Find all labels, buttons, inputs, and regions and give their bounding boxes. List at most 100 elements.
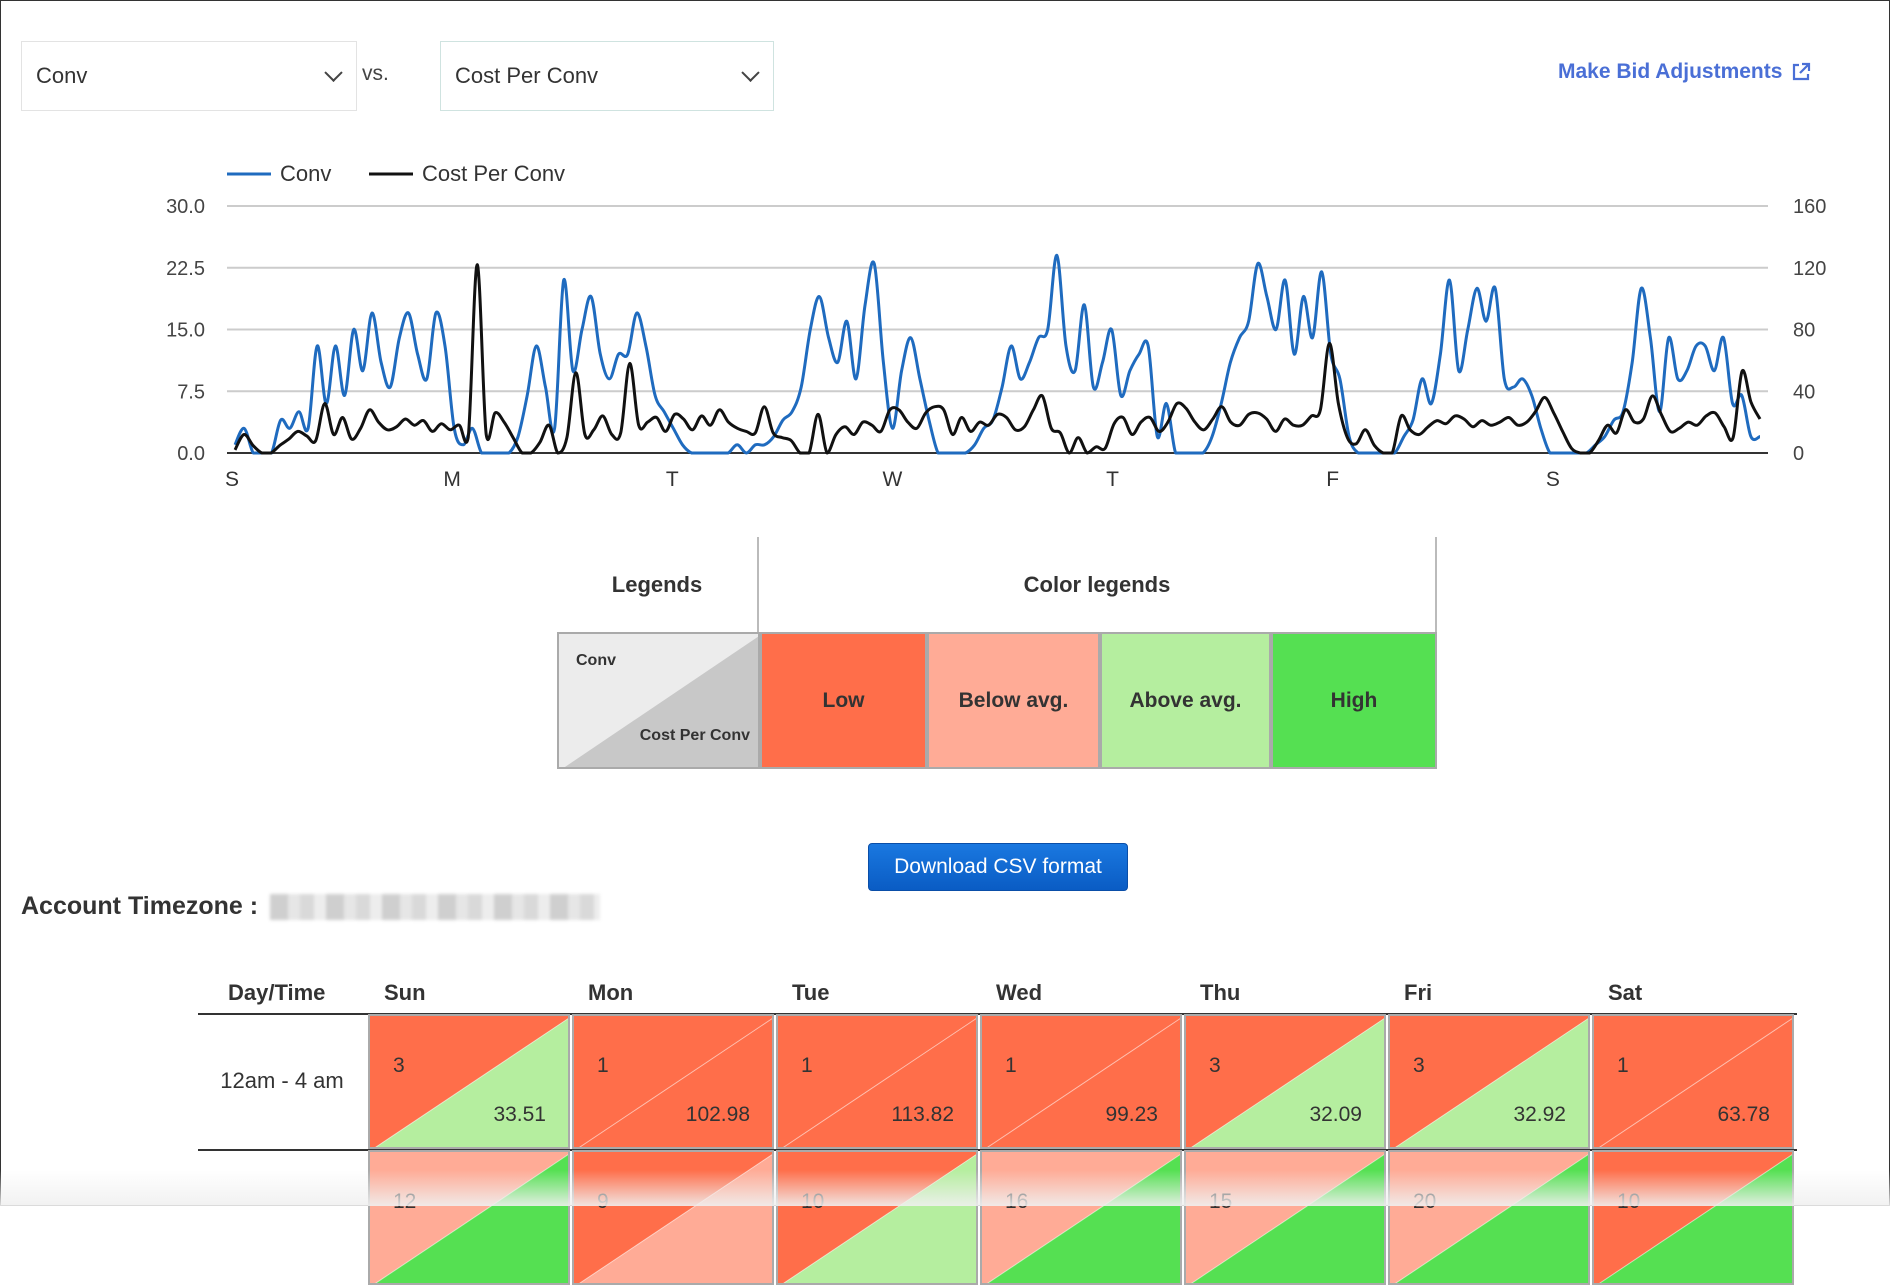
cell-split-shape (778, 1016, 976, 1147)
x-tick-label: S (225, 468, 239, 491)
time-row-label: 12am - 4 am (220, 1068, 344, 1093)
timezone-label: Account Timezone : (21, 892, 259, 920)
day-header-wed: Wed (996, 980, 1043, 1005)
x-tick-label: T (1106, 468, 1119, 491)
cell-conv-value: 1 (597, 1054, 609, 1077)
day-header-tue: Tue (792, 980, 830, 1005)
heatmap-cell[interactable]: 3 32.92 (1388, 1014, 1590, 1149)
cell-conv-value: 3 (1209, 1054, 1221, 1077)
cell-conv-value: 1 (1617, 1054, 1629, 1077)
y-right-tick-label: 80 (1793, 320, 1815, 342)
y-left-tick-label: 7.5 (177, 381, 205, 403)
download-csv-button[interactable]: Download CSV format (868, 843, 1128, 891)
cell-split-shape (982, 1152, 1180, 1283)
y-left-tick-label: 15.0 (166, 320, 205, 342)
cell-split-shape (1594, 1016, 1792, 1147)
heatmap-cell[interactable]: 15 (1184, 1150, 1386, 1285)
x-tick-label: T (666, 468, 679, 491)
diag-top-label: Conv (576, 652, 616, 669)
chevron-down-icon (324, 63, 343, 82)
y-right-tick-label: 160 (1793, 196, 1826, 218)
heatmap-cell[interactable]: 9 (572, 1150, 774, 1285)
chevron-down-icon (741, 63, 760, 82)
heatmap-cell[interactable]: 1 99.23 (980, 1014, 1182, 1149)
y-left-tick-label: 0.0 (177, 443, 205, 465)
legend-label: Cost Per Conv (422, 161, 565, 186)
heatmap-cell[interactable]: 3 32.09 (1184, 1014, 1386, 1149)
cell-cost-per-conv-value: 32.09 (1309, 1103, 1362, 1126)
cell-split-shape (370, 1016, 568, 1147)
heatmap-cell[interactable]: 1 113.82 (776, 1014, 978, 1149)
cell-conv-value: 1 (801, 1054, 813, 1077)
day-header-mon: Mon (588, 980, 634, 1005)
cell-conv-value: 3 (1413, 1054, 1425, 1077)
heatmap-cell[interactable]: 1 102.98 (572, 1014, 774, 1149)
cell-conv-value: 15 (1209, 1190, 1233, 1213)
legend-diagonal-key: Conv Cost Per Conv (557, 632, 760, 769)
series-line-cost-per-conv (233, 263, 1762, 455)
make-bid-adjustments-link[interactable]: Make Bid Adjustments (1558, 60, 1812, 84)
diag-bottom-label: Cost Per Conv (639, 727, 750, 744)
cell-cost-per-conv-value: 33.51 (493, 1103, 546, 1126)
color-level-below-avg: Below avg. (927, 632, 1100, 769)
heatmap-cell[interactable]: 10 (1592, 1150, 1794, 1285)
y-left-tick-label: 22.5 (166, 258, 205, 280)
timezone-value-redacted (270, 893, 601, 920)
color-level-above-avg: Above avg. (1100, 632, 1271, 769)
grid-corner-label: Day/Time (228, 980, 326, 1005)
color-level-high: High (1271, 632, 1437, 769)
account-timezone: Account Timezone : (21, 892, 601, 921)
metric2-select[interactable]: Cost Per Conv (440, 41, 774, 111)
color-legends-title: Color legends (1023, 571, 1171, 597)
heatmap-cell[interactable]: 1 63.78 (1592, 1014, 1794, 1149)
heatmap-cell[interactable]: 12 (368, 1150, 570, 1285)
x-tick-label: W (883, 468, 903, 491)
heatmap-cell[interactable]: 3 33.51 (368, 1014, 570, 1149)
metric1-select[interactable]: Conv (21, 41, 357, 111)
bid-link-label: Make Bid Adjustments (1558, 60, 1783, 83)
heatmap-cell[interactable]: 16 (980, 1150, 1182, 1285)
heatmap-cell[interactable]: 10 (776, 1150, 978, 1285)
cell-split-shape (1594, 1152, 1792, 1283)
cell-conv-value: 3 (393, 1054, 405, 1077)
cell-conv-value: 10 (801, 1190, 825, 1213)
cell-conv-value: 12 (393, 1190, 417, 1213)
metric2-value: Cost Per Conv (455, 63, 599, 88)
cell-split-shape (1186, 1152, 1384, 1283)
day-header-thu: Thu (1200, 980, 1241, 1005)
conv-cost-line-chart: 30.0 22.5 15.0 7.5 0.0 160 120 80 40 0 S M T W T F S Conv… (166, 161, 1826, 491)
vs-label: vs. (362, 62, 389, 85)
x-tick-label: S (1546, 468, 1560, 491)
cell-conv-value: 1 (1005, 1054, 1017, 1077)
x-tick-label: M (443, 468, 461, 491)
cell-split-shape (1390, 1016, 1588, 1147)
external-link-icon (1793, 62, 1811, 81)
day-header-fri: Fri (1404, 980, 1433, 1005)
legend-divider (757, 537, 759, 632)
heatmap-cell[interactable]: 20 (1388, 1150, 1590, 1285)
cell-split-shape (574, 1152, 772, 1283)
day-header-sun: Sun (384, 980, 426, 1005)
cell-split-shape (778, 1152, 976, 1283)
color-level-low: Low (760, 632, 927, 769)
cell-cost-per-conv-value: 102.98 (685, 1103, 750, 1126)
legend-divider (1435, 537, 1437, 632)
metric1-value: Conv (36, 63, 88, 88)
diagonal-split-shape (564, 636, 758, 767)
cell-cost-per-conv-value: 63.78 (1717, 1103, 1770, 1126)
day-header-sat: Sat (1608, 980, 1643, 1005)
cell-cost-per-conv-value: 113.82 (891, 1103, 954, 1126)
cell-cost-per-conv-value: 32.92 (1513, 1103, 1566, 1126)
cell-conv-value: 9 (597, 1190, 609, 1213)
y-right-tick-label: 0 (1793, 443, 1804, 465)
legends-title: Legends (611, 571, 703, 597)
x-tick-label: F (1326, 468, 1339, 491)
series-line-conv (233, 253, 1761, 455)
cell-cost-per-conv-value: 99.23 (1105, 1103, 1158, 1126)
y-right-tick-label: 40 (1793, 381, 1815, 403)
y-left-tick-label: 30.0 (166, 196, 205, 218)
cell-split-shape (1390, 1152, 1588, 1283)
cell-split-shape (1186, 1016, 1384, 1147)
cell-split-shape (982, 1016, 1180, 1147)
cell-conv-value: 10 (1617, 1190, 1641, 1213)
